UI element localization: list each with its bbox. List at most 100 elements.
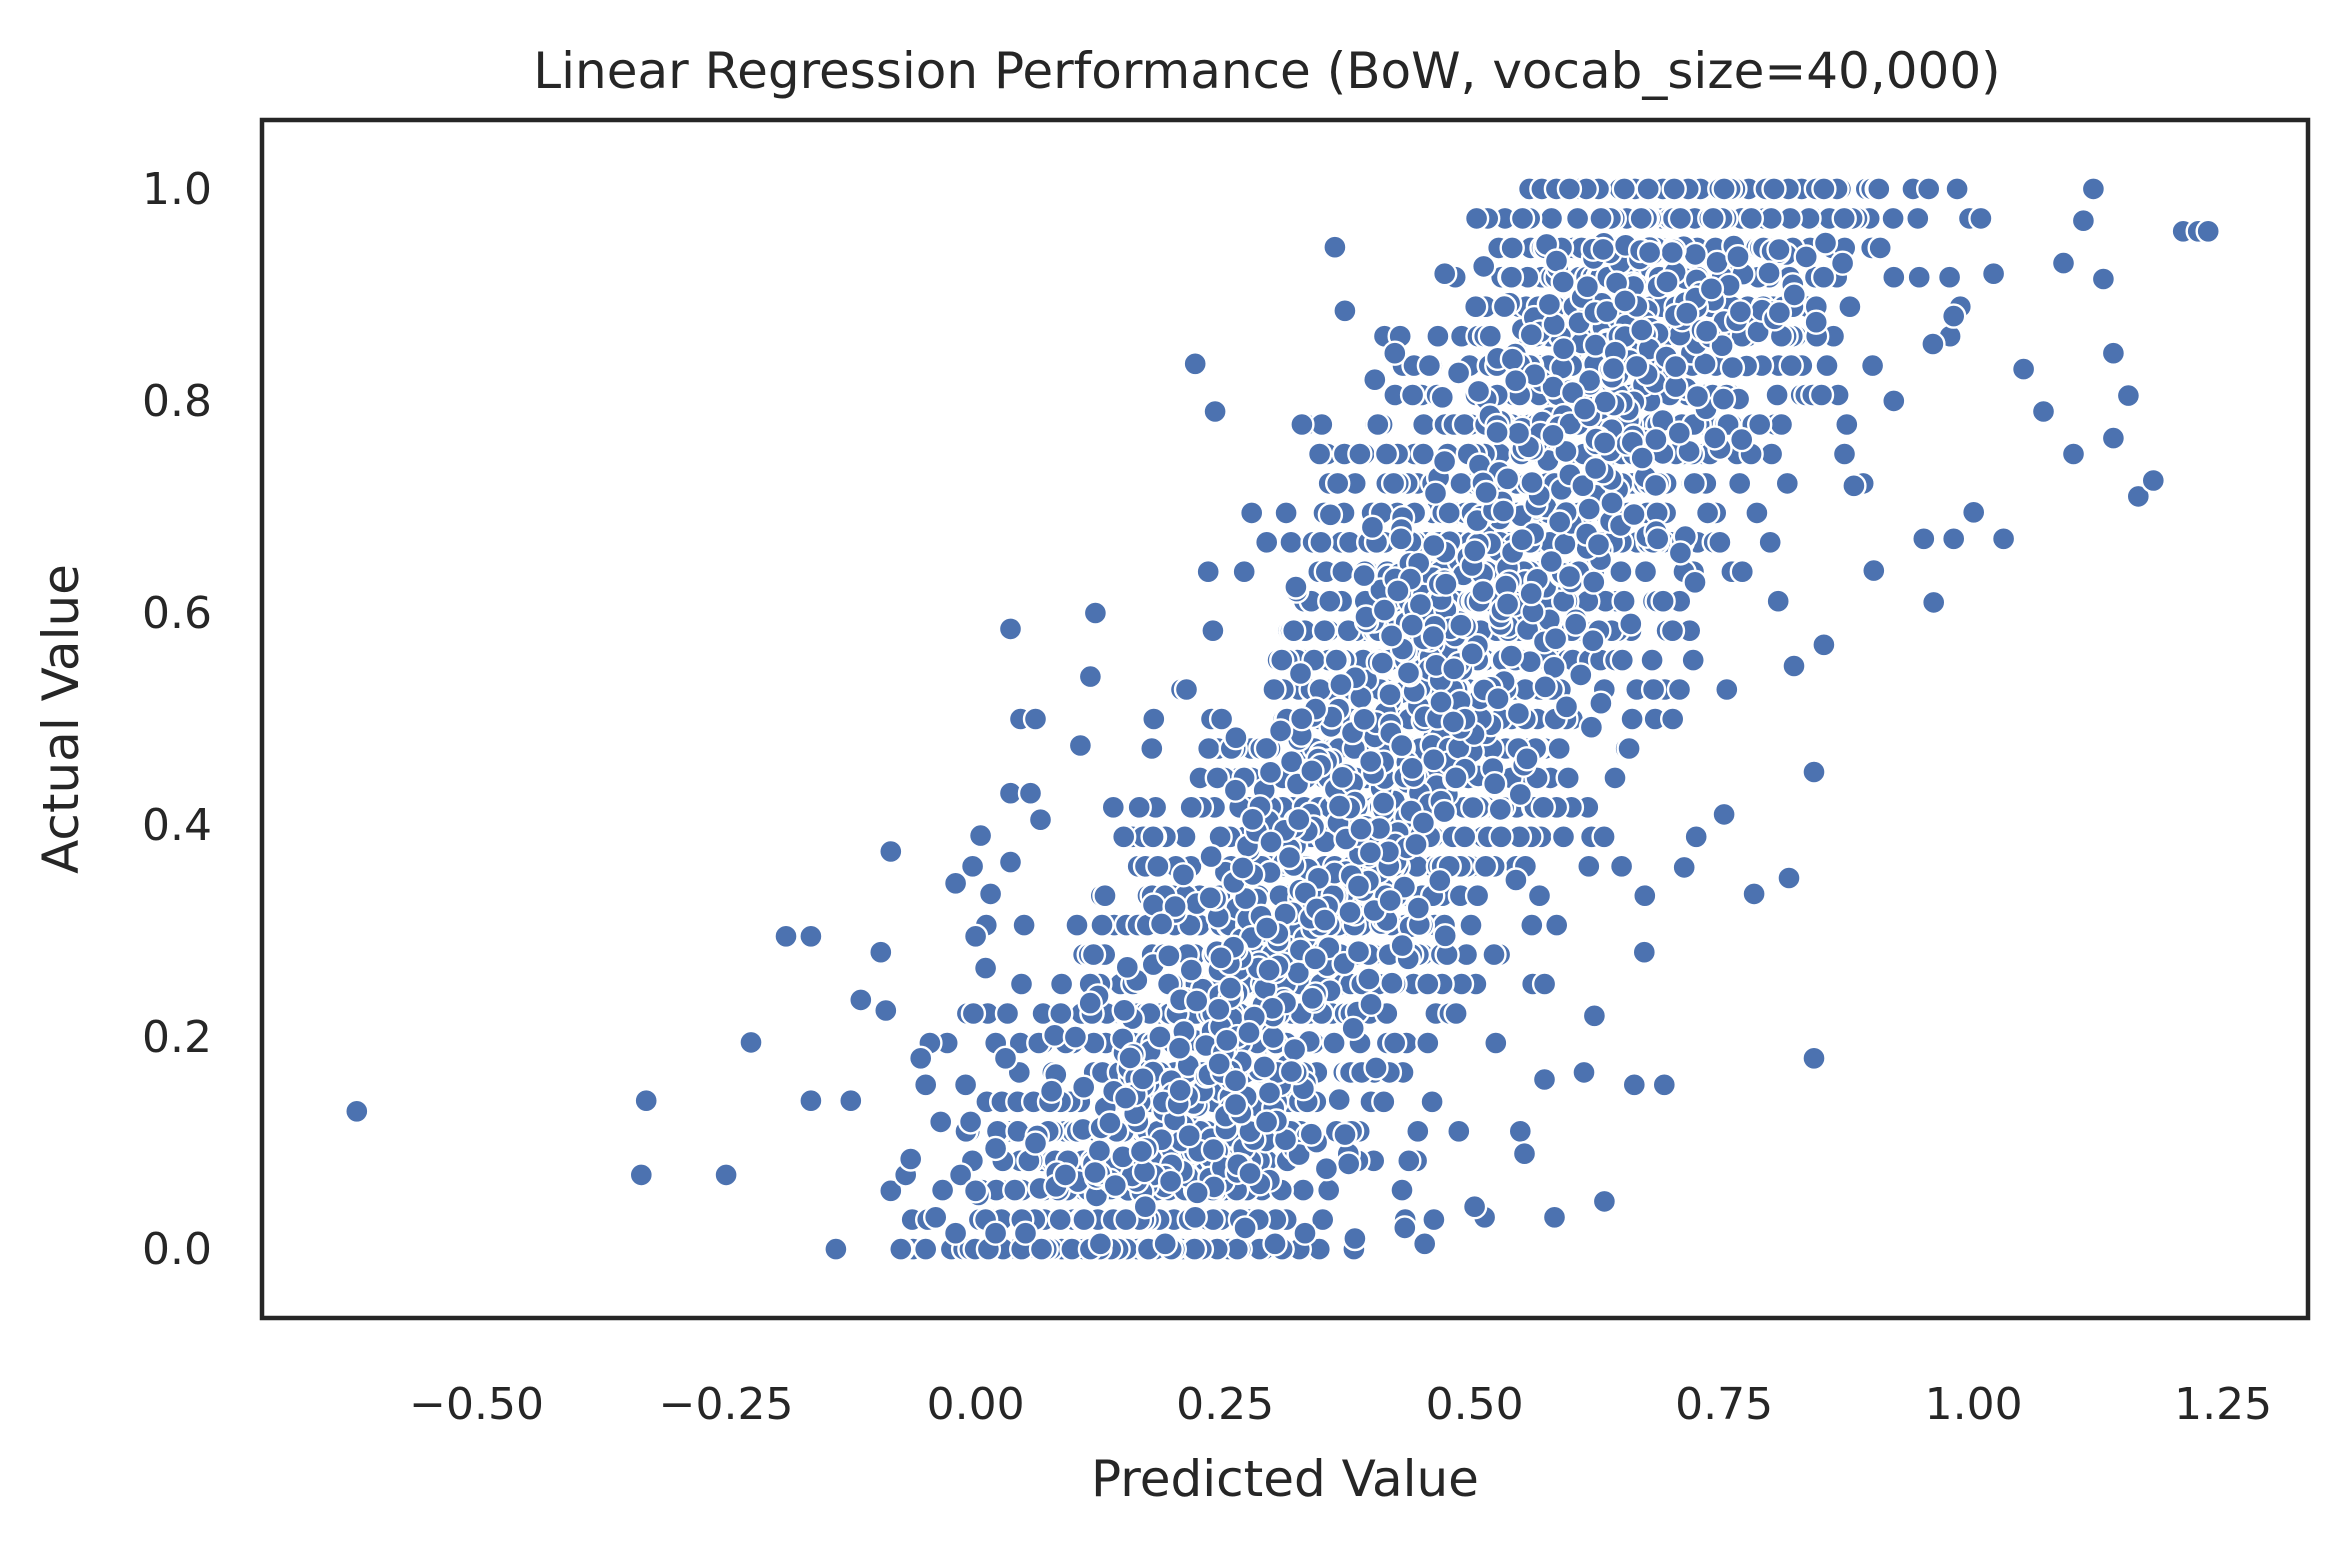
data-point (1591, 430, 1618, 456)
data-point (1621, 501, 1647, 528)
data-point (838, 1087, 864, 1114)
data-point (1419, 1089, 1445, 1115)
data-point (1499, 235, 1525, 261)
data-point (1342, 1225, 1368, 1252)
data-point (1667, 540, 1694, 566)
data-point (1881, 388, 1907, 414)
data-point (1490, 498, 1517, 524)
data-point (1990, 526, 2017, 552)
data-point (1526, 883, 1553, 909)
data-point (1321, 1030, 1347, 1056)
data-point (628, 1162, 654, 1188)
data-point (1309, 1206, 1336, 1233)
x-tick-label: 1.25 (2174, 1379, 2272, 1430)
data-point (1766, 236, 1792, 263)
data-point (1651, 1072, 1678, 1098)
data-point (1071, 1206, 1097, 1233)
data-point (1514, 746, 1540, 772)
data-point (1362, 367, 1388, 393)
data-point (1048, 971, 1075, 997)
data-point (1543, 248, 1570, 274)
data-point (1332, 298, 1358, 324)
data-point (1612, 288, 1638, 314)
data-point (1744, 500, 1770, 526)
data-point (1254, 915, 1280, 941)
data-point (942, 1220, 969, 1246)
data-point (1012, 1220, 1039, 1246)
data-point (878, 838, 904, 865)
data-point (1415, 971, 1441, 997)
data-point (1432, 923, 1458, 949)
data-point (1373, 441, 1400, 467)
data-point (1519, 912, 1545, 938)
data-point (977, 881, 1004, 907)
data-point (1382, 340, 1408, 366)
data-point (1446, 1118, 1472, 1145)
data-point (1206, 996, 1232, 1022)
data-point (1431, 261, 1458, 287)
data-point (848, 987, 874, 1013)
data-point (1359, 514, 1386, 540)
data-point (1017, 780, 1044, 806)
data-point (1494, 591, 1521, 617)
x-tick-label: 0.25 (1176, 1379, 1274, 1430)
data-point (1002, 1177, 1028, 1203)
data-point (1329, 764, 1356, 790)
data-point (1289, 411, 1315, 438)
data-point (1278, 1058, 1305, 1085)
data-point (1357, 840, 1384, 866)
data-point (1710, 386, 1737, 412)
data-point (1814, 352, 1840, 379)
data-point (1599, 490, 1625, 516)
data-point (962, 1178, 989, 1204)
data-point (1631, 939, 1658, 965)
data-point (2010, 356, 2037, 382)
y-tick-label: 1.0 (142, 164, 212, 215)
data-point (1661, 176, 1687, 202)
data-point (1774, 470, 1801, 497)
data-point (1801, 759, 1827, 785)
data-point (1881, 264, 1907, 290)
data-point (1582, 455, 1609, 482)
data-point (1278, 749, 1305, 775)
data-point (962, 923, 989, 949)
x-tick-label: 1.00 (1925, 1379, 2023, 1430)
data-point (1728, 426, 1755, 453)
data-point (1793, 244, 1819, 270)
data-point (1546, 735, 1572, 762)
data-point (1674, 300, 1700, 326)
data-point (1766, 300, 1793, 326)
data-point (1261, 676, 1287, 703)
data-point (1621, 1072, 1648, 1098)
data-point (1553, 694, 1580, 720)
data-point (1936, 264, 1963, 290)
data-point (1162, 893, 1188, 920)
data-point (1503, 867, 1529, 893)
data-point (1707, 529, 1733, 555)
data-point (1335, 1151, 1362, 1177)
data-point (1591, 1188, 1618, 1215)
data-point (1502, 368, 1529, 394)
data-point (1195, 559, 1221, 585)
y-tick-label: 0.2 (142, 1012, 212, 1063)
data-point (1829, 250, 1856, 276)
data-point (1351, 706, 1377, 732)
data-point (1464, 883, 1491, 909)
data-point (898, 1146, 924, 1172)
data-point (1102, 1172, 1129, 1199)
data-point (1283, 574, 1309, 600)
data-point (942, 870, 969, 896)
data-point (1276, 844, 1303, 871)
data-point (923, 1204, 949, 1231)
data-point (1659, 706, 1686, 732)
data-point (1429, 384, 1456, 410)
data-point (1356, 966, 1382, 992)
data-point (2115, 382, 2142, 409)
data-point (1654, 269, 1680, 295)
data-point (1041, 1022, 1068, 1049)
data-point (1608, 559, 1634, 585)
data-point (1047, 1206, 1073, 1233)
data-point (1399, 382, 1426, 408)
data-point (1385, 578, 1411, 604)
y-axis-label: Actual Value (32, 564, 90, 874)
